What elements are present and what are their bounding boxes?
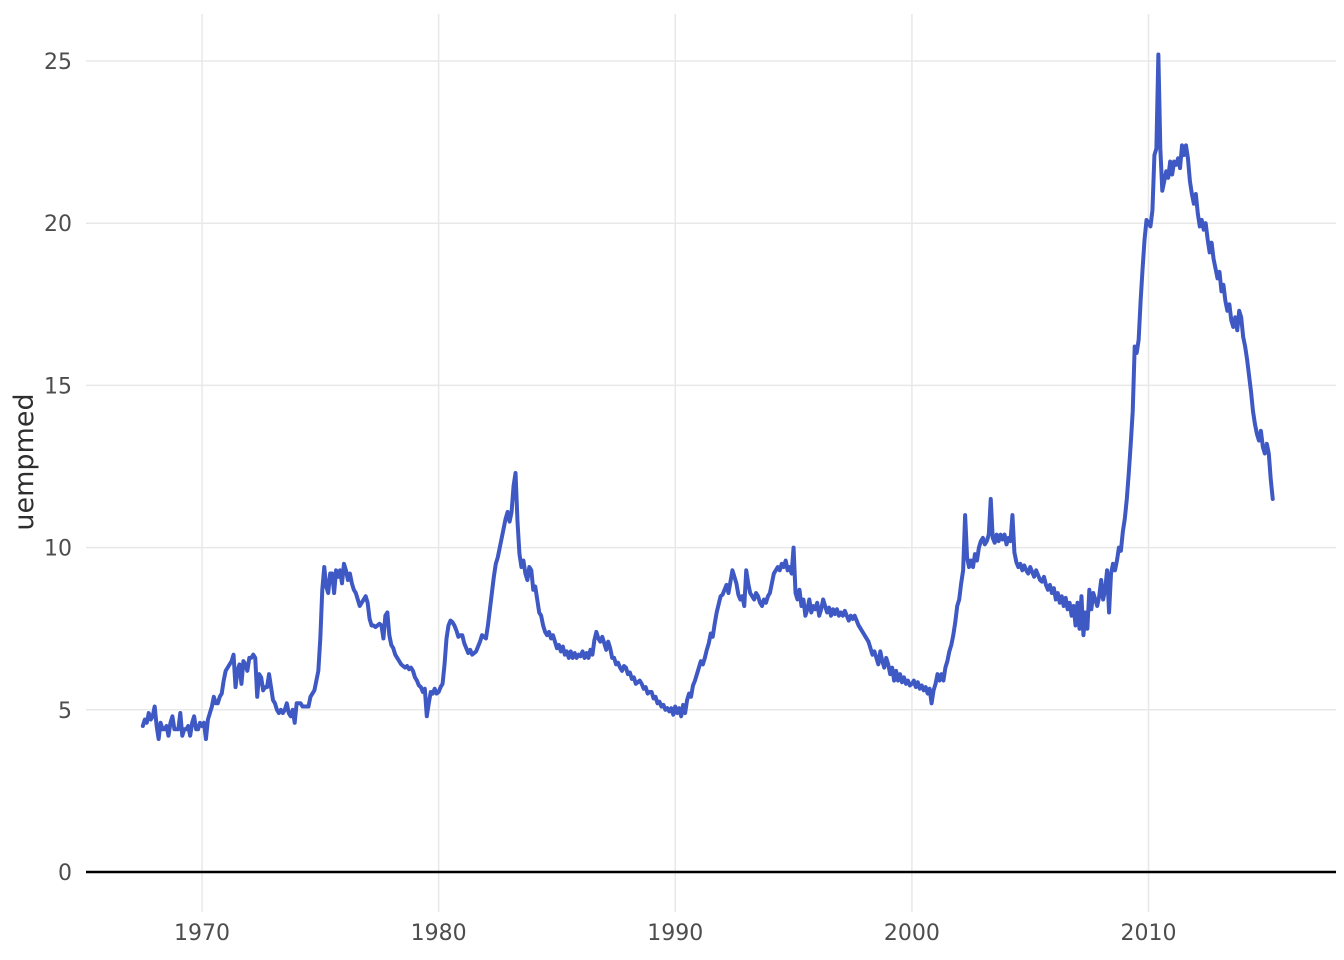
x-tick-label: 2000 xyxy=(884,921,940,946)
y-tick-label: 5 xyxy=(58,699,72,724)
y-tick-label: 0 xyxy=(58,861,72,886)
series-layer xyxy=(140,52,1275,741)
y-tick-label: 15 xyxy=(44,374,72,399)
x-tick-label: 2010 xyxy=(1121,921,1177,946)
y-tick-label: 25 xyxy=(44,50,72,75)
x-axis-tick-labels: 1970 1980 1990 2000 2010 xyxy=(174,921,1177,946)
y-axis-title: uempmed xyxy=(9,393,40,530)
x-tick-label: 1970 xyxy=(174,921,230,946)
x-tick-label: 1980 xyxy=(411,921,467,946)
y-axis-tick-labels: 0 5 10 15 20 25 xyxy=(44,50,72,886)
y-tick-label: 10 xyxy=(44,537,72,562)
y-tick-label: 20 xyxy=(44,212,72,237)
x-tick-label: 1990 xyxy=(647,921,703,946)
uempmed-line xyxy=(140,52,1275,741)
gridlines xyxy=(86,14,1336,912)
